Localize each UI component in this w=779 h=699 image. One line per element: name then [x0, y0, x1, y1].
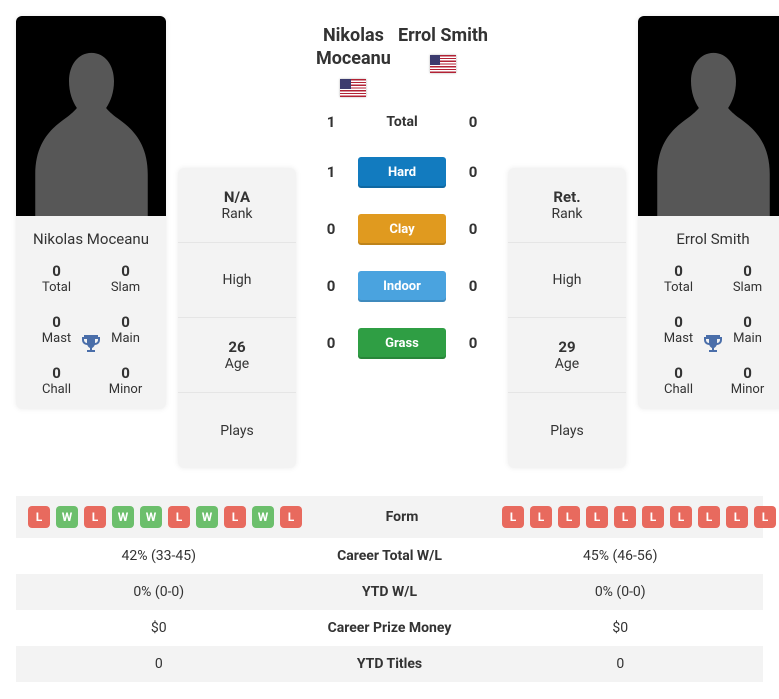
label-form: Form [302, 509, 502, 525]
h2h-indoor: 0Indoor0 [314, 271, 490, 302]
stat-plays: Plays [508, 393, 626, 468]
flag-icon-usa [430, 55, 456, 73]
label-career-wl: Career Total W/L [290, 548, 490, 564]
form-result[interactable]: W [196, 506, 218, 528]
form-result[interactable]: L [224, 506, 246, 528]
player1-titles: 0Total 0Slam 0Mast 0Main 0Chall 0Minor [16, 262, 166, 409]
p2-prize: $0 [490, 620, 752, 636]
h2h-hard: 1Hard0 [314, 157, 490, 188]
surface-hard[interactable]: Hard [358, 157, 446, 188]
form-result[interactable]: L [726, 506, 748, 528]
form-result[interactable]: L [614, 506, 636, 528]
title-minor: 0Minor [713, 364, 779, 397]
stat-rank: Ret.Rank [508, 168, 626, 243]
p1-ytd-wl: 0% (0-0) [28, 584, 290, 600]
surface-indoor[interactable]: Indoor [358, 271, 446, 302]
title-chall: 0Chall [22, 364, 91, 397]
player2-card: Errol Smith 0Total 0Slam 0Mast 0Main 0Ch… [638, 16, 779, 409]
row-form: LWLWWLWLWL Form LLLLLLLLLL [16, 496, 763, 538]
form-result[interactable]: L [502, 506, 524, 528]
form-result[interactable]: L [280, 506, 302, 528]
player2-titles: 0Total 0Slam 0Mast 0Main 0Chall 0Minor [638, 262, 779, 409]
player1-name-header: NikolasMoceanu [316, 24, 391, 71]
h2h-section: NikolasMoceanu Errol Smith 1Total0 1Hard… [308, 16, 496, 359]
h2h-total: 1Total0 [314, 113, 490, 131]
player2-name-header: Errol Smith [398, 24, 488, 47]
player1-name: Nikolas Moceanu [16, 216, 166, 262]
stat-age: 29Age [508, 318, 626, 393]
player1-silhouette [16, 16, 166, 216]
p2-ytd-wl: 0% (0-0) [490, 584, 752, 600]
h2h-label-total: Total [358, 114, 446, 130]
form-result[interactable]: W [252, 506, 274, 528]
surface-grass[interactable]: Grass [358, 328, 446, 359]
p2-career-wl: 45% (46-56) [490, 548, 752, 564]
form-result[interactable]: L [168, 506, 190, 528]
top-section: Nikolas Moceanu 0Total 0Slam 0Mast 0Main… [16, 16, 763, 468]
label-ytd-wl: YTD W/L [290, 584, 490, 600]
stat-age: 26Age [178, 318, 296, 393]
player1-stats: N/ARank High 26Age Plays [178, 168, 296, 468]
p1-ytd-titles: 0 [28, 656, 290, 672]
trophy-icon [79, 332, 103, 360]
form-result[interactable]: W [112, 506, 134, 528]
form-result[interactable]: L [670, 506, 692, 528]
stat-high: High [178, 243, 296, 318]
stat-high: High [508, 243, 626, 318]
player2-name: Errol Smith [638, 216, 779, 262]
label-ytd-titles: YTD Titles [290, 656, 490, 672]
form-result[interactable]: L [754, 506, 776, 528]
title-slam: 0Slam [91, 262, 160, 295]
row-ytd-wl: 0% (0-0) YTD W/L 0% (0-0) [16, 574, 763, 610]
p1-prize: $0 [28, 620, 290, 636]
player2-silhouette [638, 16, 779, 216]
title-total: 0Total [22, 262, 91, 295]
title-minor: 0Minor [91, 364, 160, 397]
label-prize: Career Prize Money [290, 620, 490, 636]
form-result[interactable]: W [56, 506, 78, 528]
form-result[interactable]: L [558, 506, 580, 528]
title-total: 0Total [644, 262, 713, 295]
form-result[interactable]: L [84, 506, 106, 528]
stat-rank: N/ARank [178, 168, 296, 243]
form-result[interactable]: L [642, 506, 664, 528]
row-prize: $0 Career Prize Money $0 [16, 610, 763, 646]
form-result[interactable]: L [530, 506, 552, 528]
row-ytd-titles: 0 YTD Titles 0 [16, 646, 763, 682]
h2h-grass: 0Grass0 [314, 328, 490, 359]
flag-icon-usa [340, 79, 366, 97]
surface-clay[interactable]: Clay [358, 214, 446, 245]
player2-stats: Ret.Rank High 29Age Plays [508, 168, 626, 468]
form-result[interactable]: L [586, 506, 608, 528]
p1-career-wl: 42% (33-45) [28, 548, 290, 564]
title-chall: 0Chall [644, 364, 713, 397]
title-slam: 0Slam [713, 262, 779, 295]
h2h-clay: 0Clay0 [314, 214, 490, 245]
row-career-wl: 42% (33-45) Career Total W/L 45% (46-56) [16, 538, 763, 574]
trophy-icon [701, 332, 725, 360]
comparison-table: LWLWWLWLWL Form LLLLLLLLLL 42% (33-45) C… [16, 496, 763, 682]
form-result[interactable]: L [28, 506, 50, 528]
form-result[interactable]: W [140, 506, 162, 528]
form-result[interactable]: L [698, 506, 720, 528]
player1-card: Nikolas Moceanu 0Total 0Slam 0Mast 0Main… [16, 16, 166, 409]
p2-ytd-titles: 0 [490, 656, 752, 672]
player1-form: LWLWWLWLWL [28, 506, 302, 528]
player2-form: LLLLLLLLLL [502, 506, 776, 528]
stat-plays: Plays [178, 393, 296, 468]
